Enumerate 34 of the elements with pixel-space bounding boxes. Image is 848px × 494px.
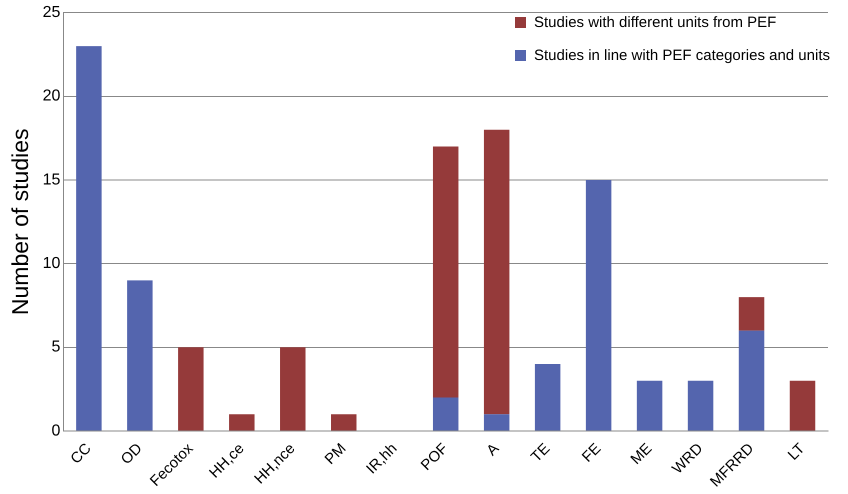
bar <box>484 414 510 430</box>
x-tick-label: TE <box>528 440 554 466</box>
legend-label: Studies in line with PEF categories and units <box>534 47 830 64</box>
bar <box>331 414 356 430</box>
bar <box>432 398 458 430</box>
legend-label: Studies with different units from PEF <box>534 14 776 31</box>
x-tick-label: CC <box>67 440 95 468</box>
bar <box>636 380 662 430</box>
bar <box>534 364 560 430</box>
x-tick-label: ME <box>627 440 656 468</box>
y-tick-label: 5 <box>51 338 60 356</box>
bar <box>586 180 612 430</box>
y-axis-title: Number of studies <box>7 128 34 316</box>
x-tick-label: PM <box>322 440 350 468</box>
bar <box>688 380 714 430</box>
y-tick-label: 20 <box>42 88 60 105</box>
bar <box>76 46 102 430</box>
x-tick-label: FE <box>578 440 604 466</box>
bar <box>738 297 764 331</box>
bar <box>229 414 255 430</box>
bar <box>178 347 204 430</box>
y-tick-label: 15 <box>42 171 60 188</box>
x-tick-label: OD <box>118 440 146 468</box>
x-tick-label: LT <box>784 440 808 464</box>
y-tick-label: 0 <box>51 422 60 440</box>
bar <box>432 146 458 398</box>
bar <box>484 130 510 414</box>
y-tick-label: 25 <box>42 4 60 22</box>
bar <box>738 330 764 430</box>
x-tick-label: A <box>483 440 502 460</box>
bar <box>280 347 306 430</box>
bar <box>127 280 153 430</box>
y-tick-label: 10 <box>42 255 60 272</box>
bar <box>790 380 816 430</box>
